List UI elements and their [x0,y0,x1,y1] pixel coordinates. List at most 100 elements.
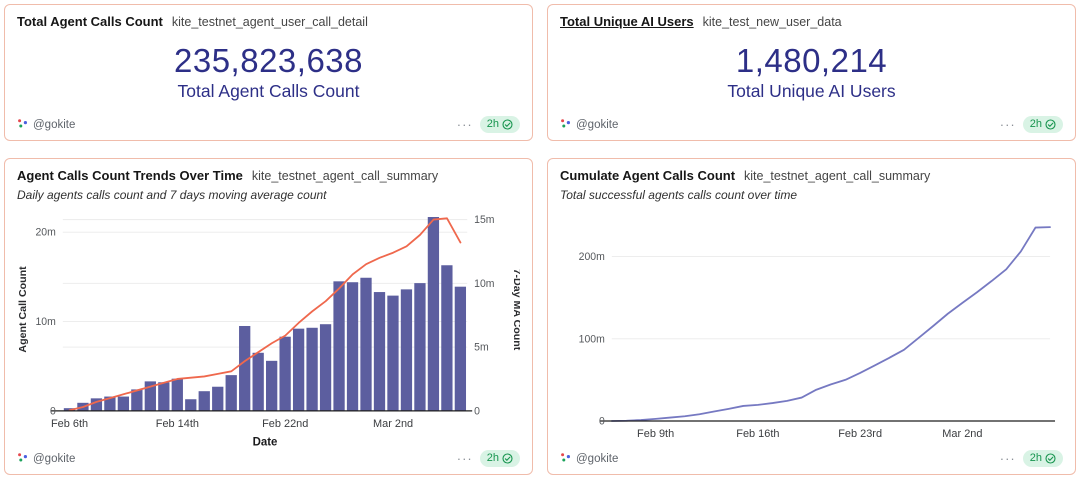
y-axis-tick-label: 10m [35,316,56,328]
bar[interactable] [185,398,197,411]
panel-title-link[interactable]: Total Agent Calls Count [17,14,163,29]
author-link[interactable]: @gokite [576,452,619,465]
gokite-sparkle-icon [17,452,28,466]
bar[interactable] [360,277,372,411]
query-name-link[interactable]: kite_testnet_agent_user_call_detail [171,15,368,29]
panel-agent-calls-trend: Agent Calls Count Trends Over Time kite_… [4,158,533,475]
panel-footer: @gokite ··· 2h [17,115,520,134]
bar[interactable] [239,325,251,411]
refresh-age-label: 2h [486,118,499,131]
bar[interactable] [144,381,156,411]
chart-canvas: 0 100m 200m Feb 9th Feb 16th Feb 23rd Mar 2nd [579,225,1056,440]
panel-footer: @gokite ··· 2h [560,449,1063,468]
bar[interactable] [171,378,183,411]
y-axis-tick-label: 100m [579,333,605,345]
bar[interactable] [373,291,386,411]
bar[interactable] [441,264,453,411]
gokite-sparkle-icon [560,452,571,466]
gokite-sparkle-icon [17,118,28,132]
bar[interactable] [346,281,359,411]
line-series[interactable] [68,216,462,411]
panel-title-link[interactable]: Total Unique AI Users [560,14,694,29]
x-axis-tick-label: Mar 2nd [373,418,413,430]
x-axis-tick-label: Mar 2nd [942,428,982,440]
trend-bar-chart: 0 10m 20m 0 5m 10m 15m Feb 6th Feb 14th Feb 22nd M… [17,202,520,449]
panel-header: Agent Calls Count Trends Over Time kite_… [17,168,520,185]
author-link[interactable]: @gokite [33,452,76,465]
panel-options-button[interactable]: ··· [999,117,1016,132]
panel-title-link[interactable]: Cumulate Agent Calls Count [560,168,736,183]
check-circle-icon [1045,453,1056,464]
x-axis-tick-label: Feb 14th [156,418,199,430]
panel-options-button[interactable]: ··· [999,451,1016,466]
query-name-link[interactable]: kite_testnet_agent_call_summary [744,169,931,183]
bar-series [63,216,467,411]
bar[interactable] [319,323,332,411]
line-series[interactable] [610,225,1051,422]
refresh-age-badge[interactable]: 2h [1022,450,1063,467]
check-circle-icon [502,119,513,130]
check-circle-icon [1045,119,1056,130]
bar[interactable] [212,386,224,411]
bar[interactable] [400,288,413,411]
bar[interactable] [292,328,305,411]
bar[interactable] [266,360,278,411]
x-axis-tick-label: Feb 23rd [838,428,882,440]
y2-axis-tick-label: 0 [474,405,480,417]
author-link[interactable]: @gokite [33,118,76,131]
cumulative-line-chart: 0 100m 200m Feb 9th Feb 16th Feb 23rd Mar 2nd [560,202,1063,449]
x-axis-tick-label: Feb 6th [51,418,88,430]
counter-value: 235,823,638 [173,42,363,80]
panel-subtitle: Total successful agents calls count over… [560,187,798,202]
bar[interactable] [252,352,264,411]
counter-label: Total Unique AI Users [727,81,896,102]
counter-label: Total Agent Calls Count [177,81,360,102]
panel-options-button[interactable]: ··· [456,117,473,132]
bar[interactable] [333,280,345,411]
y2-axis-tick-label: 10m [474,277,495,289]
y-axis-tick-label: 200m [579,251,605,263]
query-name-link[interactable]: kite_testnet_agent_call_summary [251,169,439,183]
bar[interactable] [104,396,116,411]
counter-body: 235,823,638 Total Agent Calls Count [17,31,520,115]
panel-header: Total Unique AI Users kite_test_new_user… [560,14,1063,31]
y2-axis-tick-label: 5m [474,341,489,353]
y-axis-tick-label: 0 [50,405,56,417]
bar[interactable] [117,396,130,411]
refresh-age-badge[interactable]: 2h [1022,116,1063,133]
panel-total-agent-calls: Total Agent Calls Count kite_testnet_age… [4,4,533,141]
panel-header: Total Agent Calls Count kite_testnet_age… [17,14,520,31]
bar[interactable] [306,327,318,411]
panel-title-link[interactable]: Agent Calls Count Trends Over Time [17,168,243,183]
check-circle-icon [502,453,513,464]
panel-header: Cumulate Agent Calls Count kite_testnet_… [560,168,1063,185]
bar[interactable] [131,389,143,411]
refresh-age-label: 2h [486,452,499,465]
bar[interactable] [90,397,103,411]
panel-footer: @gokite ··· 2h [17,449,520,468]
bar[interactable] [225,374,237,411]
panel-footer: @gokite ··· 2h [560,115,1063,134]
y-axis-title: Agent Call Count [17,265,29,352]
bar[interactable] [158,381,170,411]
chart-canvas: 0 10m 20m 0 5m 10m 15m Feb 6th Feb 14th Feb 22nd M… [17,214,520,448]
panel-subtitle: Daily agents calls count and 7 days movi… [17,187,327,202]
query-name-link[interactable]: kite_test_new_user_data [702,15,842,29]
counter-body: 1,480,214 Total Unique AI Users [560,31,1063,115]
panel-options-button[interactable]: ··· [456,451,473,466]
bar[interactable] [454,286,467,411]
refresh-age-badge[interactable]: 2h [479,116,520,133]
bar[interactable] [198,390,210,411]
counter-value: 1,480,214 [735,42,888,80]
refresh-age-label: 2h [1029,118,1042,131]
author-link[interactable]: @gokite [576,118,619,131]
y-axis-tick-label: 20m [35,226,56,238]
bar[interactable] [387,295,399,411]
bar[interactable] [414,282,426,411]
y2-axis-tick-label: 15m [474,214,495,226]
y2-axis-title: 7-Day MA Count [511,268,520,350]
bar[interactable] [427,216,440,411]
refresh-age-badge[interactable]: 2h [479,450,520,467]
bar[interactable] [279,336,291,411]
